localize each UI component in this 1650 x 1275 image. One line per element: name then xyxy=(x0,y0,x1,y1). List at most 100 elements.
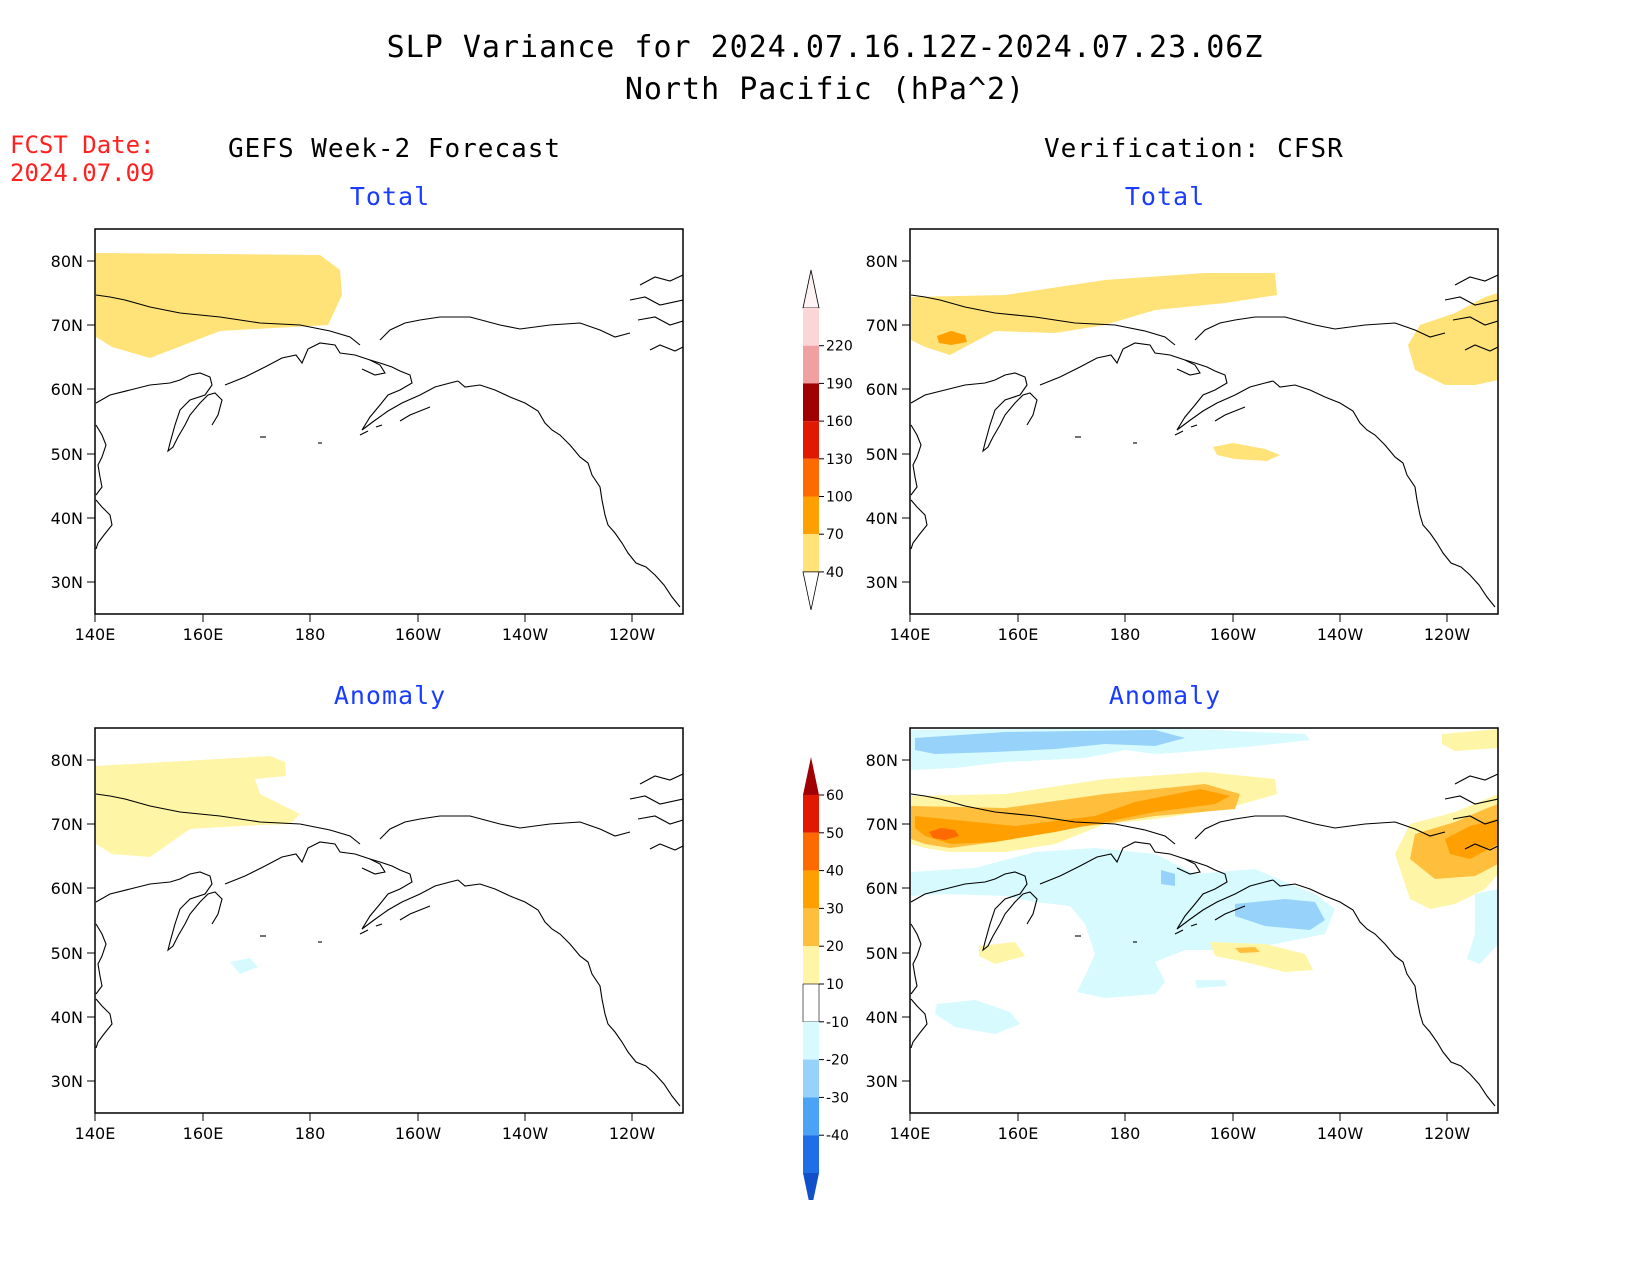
verification-total-label: Total xyxy=(1124,182,1206,211)
y-tick-label: 30N xyxy=(51,573,83,592)
colorbar-level-label: 50 xyxy=(826,826,844,842)
x-tick-label: 140E xyxy=(75,625,116,644)
map-frame xyxy=(94,727,684,1114)
y-tick-label: 30N xyxy=(866,573,898,592)
colorbar-top-arrow xyxy=(802,269,820,309)
coastline xyxy=(1174,430,1184,436)
coastline xyxy=(359,929,369,935)
coastline xyxy=(379,316,631,341)
coastline xyxy=(359,430,369,436)
variance-contour-fill xyxy=(96,756,300,857)
colorbar-level-label: 220 xyxy=(826,339,853,355)
y-tick-label: 60N xyxy=(866,380,898,399)
coastline xyxy=(1454,274,1498,286)
colorbar-level-label: -10 xyxy=(826,1015,849,1031)
x-tick-label: 140W xyxy=(1317,625,1364,644)
coastline xyxy=(1452,316,1498,326)
variance-contour-fill xyxy=(230,958,258,974)
coastline xyxy=(1454,773,1498,785)
colorbar-segment xyxy=(803,832,819,871)
coastline xyxy=(375,923,383,927)
colorbar-segment xyxy=(803,496,819,535)
colorbar-level-label: 40 xyxy=(826,864,844,880)
coastline xyxy=(1444,795,1498,805)
y-tick-label: 60N xyxy=(51,879,83,898)
colorbar-level-label: -40 xyxy=(826,1128,849,1144)
forecast-column-title: GEFS Week-2 Forecast xyxy=(228,134,562,164)
forecast-anomaly-map: 80N 70N 60N 50N 40N 30N 140E 160E 180 160W 140W 120… xyxy=(51,727,684,1143)
x-tick-label: 140E xyxy=(75,1124,116,1143)
coastline xyxy=(95,923,107,995)
variance-contour-fill xyxy=(1195,980,1227,988)
coastline xyxy=(1190,424,1198,428)
coastline xyxy=(1039,342,1201,386)
coastline xyxy=(1464,344,1498,352)
x-tick-label: 120W xyxy=(609,1124,656,1143)
y-tick-label: 70N xyxy=(866,316,898,335)
coastline xyxy=(1272,879,1418,1000)
variance-contour-fill xyxy=(929,828,959,840)
colorbar-segment xyxy=(803,1135,819,1173)
colorbar-level-label: 10 xyxy=(826,977,844,993)
variance-contour-fill xyxy=(1235,947,1260,953)
x-tick-label: 180 xyxy=(295,1124,326,1143)
fcst-date-value: 2024.07.09 xyxy=(10,159,155,187)
coastline xyxy=(910,998,928,1049)
y-tick-label: 70N xyxy=(866,815,898,834)
x-tick-label: 120W xyxy=(1424,1124,1471,1143)
coastline xyxy=(1039,841,1201,885)
coastline xyxy=(95,793,361,845)
verification-column-title: Verification: CFSR xyxy=(1044,134,1344,164)
subtitle: North Pacific (hPa^2) xyxy=(624,72,1026,107)
variance-contour-fill xyxy=(979,942,1025,964)
coastline xyxy=(601,499,681,608)
x-tick-label: 120W xyxy=(1424,625,1471,644)
x-tick-label: 160W xyxy=(395,1124,442,1143)
colorbar-segment xyxy=(803,1059,819,1098)
coastline xyxy=(1452,815,1498,825)
coastline xyxy=(379,815,631,840)
coastline xyxy=(95,424,107,496)
coastline xyxy=(601,998,681,1107)
variance-contour-fill xyxy=(1442,729,1498,751)
x-tick-label: 140E xyxy=(890,625,931,644)
y-tick-label: 40N xyxy=(51,1008,83,1027)
y-tick-label: 30N xyxy=(866,1072,898,1091)
colorbar-top-arrow xyxy=(803,757,819,795)
coastline xyxy=(1416,998,1496,1107)
y-tick-label: 50N xyxy=(866,445,898,464)
colorbar-bottom-arrow xyxy=(802,571,820,610)
y-tick-label: 40N xyxy=(866,509,898,528)
y-tick-label: 40N xyxy=(51,509,83,528)
colorbar-level-label: 40 xyxy=(826,565,844,581)
x-tick-label: 140W xyxy=(1317,1124,1364,1143)
y-tick-label: 80N xyxy=(51,751,83,770)
forecast-total-label: Total xyxy=(349,182,431,211)
variance-contour-fill xyxy=(1445,819,1498,859)
coastline xyxy=(637,316,683,326)
x-tick-label: 120W xyxy=(609,625,656,644)
x-tick-label: 180 xyxy=(295,625,326,644)
coastline xyxy=(910,923,922,995)
colorbar-segment xyxy=(803,1097,819,1136)
map-frame xyxy=(909,727,1499,1114)
coastline xyxy=(457,380,603,501)
variance-contour-fill xyxy=(935,1000,1020,1034)
colorbar-level-label: 130 xyxy=(826,452,853,468)
x-tick-label: 140E xyxy=(890,1124,931,1143)
forecast-total-map: 80N 70N 60N 50N 40N 30N 140E 160E 180 160W 140W 120… xyxy=(51,228,684,644)
forecast-anomaly-label: Anomaly xyxy=(333,681,447,710)
x-tick-label: 160E xyxy=(998,625,1039,644)
fcst-date-label: FCST Date: xyxy=(10,131,155,159)
x-tick-label: 180 xyxy=(1110,625,1141,644)
coastline xyxy=(629,795,683,805)
x-tick-label: 180 xyxy=(1110,1124,1141,1143)
variance-contour-fill xyxy=(1213,443,1280,461)
colorbar-segment xyxy=(803,458,819,497)
coastline xyxy=(639,274,683,286)
variance-contour-fill xyxy=(1161,870,1175,886)
coastline xyxy=(1194,316,1446,341)
coastline xyxy=(910,424,922,496)
y-tick-label: 80N xyxy=(51,252,83,271)
variance-contour-fill xyxy=(1235,899,1325,930)
